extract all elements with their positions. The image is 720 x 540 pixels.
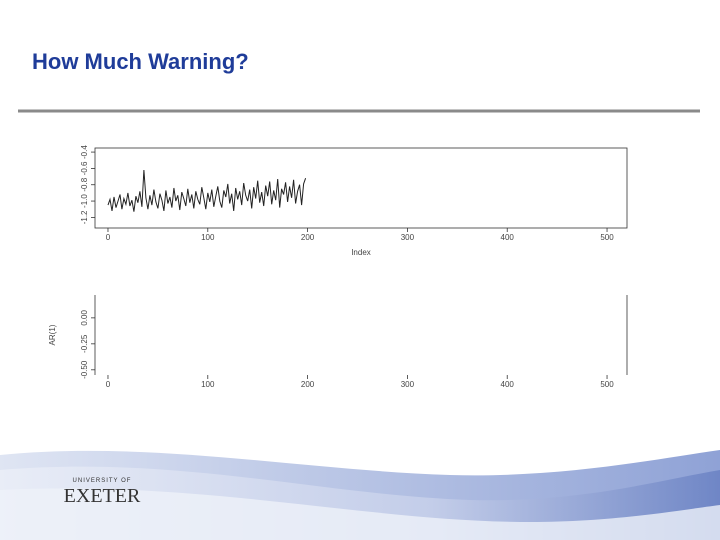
x-axis-label: Index: [351, 248, 371, 257]
x-tick-label: 100: [201, 233, 215, 242]
y-tick-label: -0.6: [80, 161, 89, 175]
x-tick-label: 500: [600, 380, 614, 389]
x-tick-label: 400: [501, 233, 515, 242]
y-tick-label: -0.25: [80, 334, 89, 353]
y-tick-label: 0.00: [80, 310, 89, 326]
charts: 0 100 200 300 400 500 -1.2 -1.0 -0.8 -0.6 -0.4 Inde…: [48, 145, 628, 389]
data-line: [107, 169, 307, 212]
y-tick-label: -0.4: [80, 145, 89, 159]
x-tick-label: 200: [301, 380, 315, 389]
x-tick-label: 400: [501, 380, 515, 389]
y-tick-label: -0.8: [80, 177, 89, 191]
y-tick-label: -1.2: [80, 210, 89, 224]
footer-waves: [0, 450, 720, 540]
slide-title: How Much Warning?: [32, 49, 249, 74]
y-axis-label: AR(1): [48, 324, 57, 345]
y-tick-label: -1.0: [80, 194, 89, 208]
wave: [0, 488, 720, 540]
x-tick-label: 500: [600, 233, 614, 242]
x-tick-label: 200: [301, 233, 315, 242]
y-tick-label: -0.50: [80, 360, 89, 379]
x-tick-label: 300: [401, 233, 415, 242]
logo-name: EXETER: [64, 485, 141, 507]
plot-frame: [94, 147, 628, 229]
x-tick-label: 0: [106, 380, 111, 389]
x-tick-label: 300: [401, 380, 415, 389]
x-tick-label: 100: [201, 380, 215, 389]
x-tick-label: 0: [106, 233, 111, 242]
logo-top: UNIVERSITY OF: [73, 478, 132, 484]
